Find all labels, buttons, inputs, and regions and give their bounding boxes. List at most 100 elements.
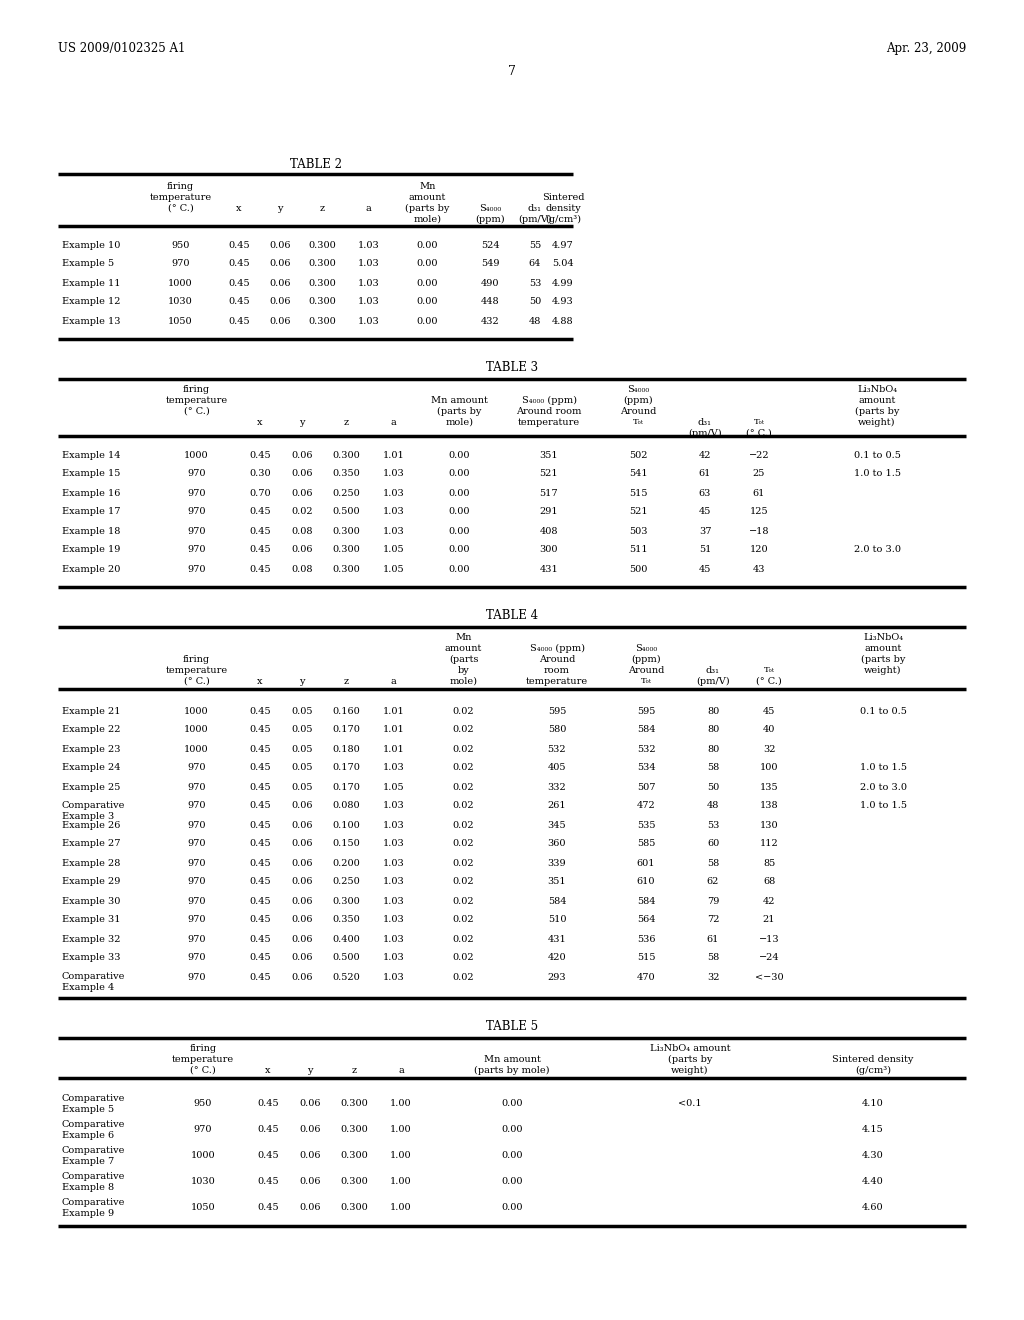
Text: 0.02: 0.02: [453, 878, 474, 887]
Text: 0.300: 0.300: [332, 545, 359, 554]
Text: firing: firing: [189, 1044, 216, 1053]
Text: 0.45: 0.45: [249, 450, 270, 459]
Text: (parts by: (parts by: [861, 655, 905, 664]
Text: 1000: 1000: [168, 279, 193, 288]
Text: 0.170: 0.170: [332, 763, 360, 772]
Text: 970: 970: [171, 260, 189, 268]
Text: 1.03: 1.03: [383, 527, 404, 536]
Text: Example 11: Example 11: [62, 279, 121, 288]
Text: 0.02: 0.02: [453, 840, 474, 849]
Text: 0.06: 0.06: [299, 1203, 321, 1212]
Text: 0.00: 0.00: [417, 297, 438, 306]
Text: 50: 50: [528, 297, 541, 306]
Text: 125: 125: [750, 507, 768, 516]
Text: 0.45: 0.45: [249, 896, 270, 906]
Text: 0.45: 0.45: [228, 240, 250, 249]
Text: 1000: 1000: [184, 744, 209, 754]
Text: 0.170: 0.170: [332, 783, 360, 792]
Text: 431: 431: [548, 935, 566, 944]
Text: 0.06: 0.06: [291, 935, 312, 944]
Text: −24: −24: [759, 953, 779, 962]
Text: Example 23: Example 23: [62, 744, 121, 754]
Text: 0.06: 0.06: [291, 821, 312, 829]
Text: y: y: [299, 418, 305, 426]
Text: 0.300: 0.300: [340, 1151, 368, 1159]
Text: 536: 536: [637, 935, 655, 944]
Text: 0.02: 0.02: [453, 744, 474, 754]
Text: 0.250: 0.250: [332, 488, 359, 498]
Text: 507: 507: [637, 783, 655, 792]
Text: Example 20: Example 20: [62, 565, 121, 573]
Text: 541: 541: [629, 470, 647, 479]
Text: 535: 535: [637, 821, 655, 829]
Text: Around: Around: [539, 655, 575, 664]
Text: 0.300: 0.300: [308, 317, 336, 326]
Text: 521: 521: [629, 507, 647, 516]
Text: 43: 43: [753, 565, 765, 573]
Text: 61: 61: [698, 470, 712, 479]
Text: 0.45: 0.45: [257, 1125, 279, 1134]
Text: 293: 293: [548, 973, 566, 982]
Text: 7: 7: [508, 65, 516, 78]
Text: a: a: [398, 1067, 403, 1074]
Text: 0.02: 0.02: [453, 726, 474, 734]
Text: 0.300: 0.300: [340, 1203, 368, 1212]
Text: 0.00: 0.00: [502, 1176, 522, 1185]
Text: 0.45: 0.45: [257, 1176, 279, 1185]
Text: 0.45: 0.45: [249, 763, 270, 772]
Text: 970: 970: [187, 801, 206, 810]
Text: 0.45: 0.45: [249, 726, 270, 734]
Text: Li₃NbO₄: Li₃NbO₄: [857, 385, 897, 393]
Text: (° C.): (° C.): [190, 1067, 216, 1074]
Text: 1.03: 1.03: [357, 279, 379, 288]
Text: x: x: [265, 1067, 270, 1074]
Text: 521: 521: [540, 470, 558, 479]
Text: 502: 502: [629, 450, 647, 459]
Text: 0.500: 0.500: [332, 507, 359, 516]
Text: 62: 62: [707, 878, 719, 887]
Text: Comparative: Comparative: [62, 1146, 125, 1155]
Text: 0.06: 0.06: [291, 840, 312, 849]
Text: 532: 532: [637, 744, 655, 754]
Text: 1.03: 1.03: [383, 935, 404, 944]
Text: 0.00: 0.00: [502, 1125, 522, 1134]
Text: 1050: 1050: [168, 317, 193, 326]
Text: 0.02: 0.02: [453, 801, 474, 810]
Text: 1.01: 1.01: [383, 726, 404, 734]
Text: 0.06: 0.06: [269, 297, 291, 306]
Text: 511: 511: [629, 545, 647, 554]
Text: Mn amount: Mn amount: [431, 396, 488, 405]
Text: 1000: 1000: [184, 726, 209, 734]
Text: 1.03: 1.03: [383, 916, 404, 924]
Text: 0.06: 0.06: [299, 1151, 321, 1159]
Text: 0.06: 0.06: [299, 1176, 321, 1185]
Text: 0.02: 0.02: [453, 763, 474, 772]
Text: 1.03: 1.03: [383, 821, 404, 829]
Text: 0.02: 0.02: [453, 858, 474, 867]
Text: firing: firing: [183, 655, 210, 664]
Text: 1.05: 1.05: [383, 565, 404, 573]
Text: −18: −18: [749, 527, 769, 536]
Text: (parts by: (parts by: [406, 205, 450, 213]
Text: 0.300: 0.300: [340, 1125, 368, 1134]
Text: 1.01: 1.01: [383, 450, 404, 459]
Text: 0.400: 0.400: [332, 935, 359, 944]
Text: 0.02: 0.02: [453, 973, 474, 982]
Text: (parts by: (parts by: [437, 407, 481, 416]
Text: 53: 53: [707, 821, 719, 829]
Text: mole): mole): [414, 215, 441, 224]
Text: 60: 60: [707, 840, 719, 849]
Text: Example 9: Example 9: [62, 1209, 114, 1218]
Text: 0.06: 0.06: [291, 953, 312, 962]
Text: Example 10: Example 10: [62, 240, 121, 249]
Text: 1.03: 1.03: [383, 470, 404, 479]
Text: 549: 549: [480, 260, 500, 268]
Text: 32: 32: [763, 744, 775, 754]
Text: 970: 970: [187, 545, 206, 554]
Text: Example 33: Example 33: [62, 953, 121, 962]
Text: Example 15: Example 15: [62, 470, 121, 479]
Text: 0.300: 0.300: [340, 1098, 368, 1107]
Text: 4.97: 4.97: [552, 240, 573, 249]
Text: Mn: Mn: [419, 182, 435, 191]
Text: Example 30: Example 30: [62, 896, 121, 906]
